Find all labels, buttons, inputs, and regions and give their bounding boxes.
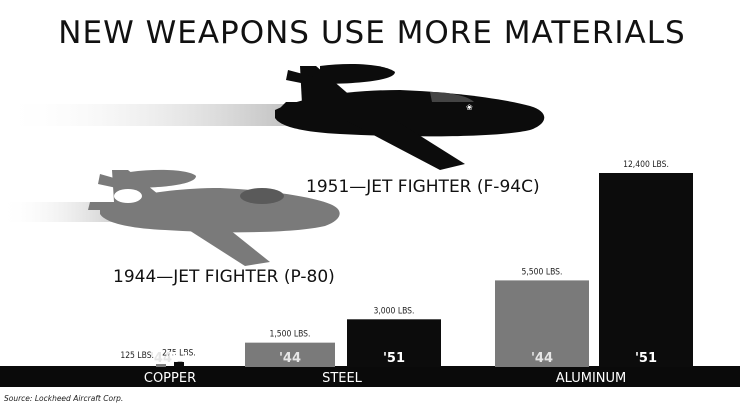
series-label-1951: 1951—JET FIGHTER (F-94C) (306, 177, 540, 197)
bar-copper-51 (174, 361, 184, 367)
year-label-steel-51: '51 (383, 351, 405, 366)
chart-title: NEW WEAPONS USE MORE MATERIALS (58, 15, 685, 51)
value-label-copper-44: 125 LBS. (120, 351, 154, 361)
year-label-aluminum-51: '51 (635, 351, 657, 366)
source-note: Source: Lockheed Aircraft Corp. (4, 394, 123, 403)
bar-aluminum-51 (599, 173, 693, 367)
year-label-steel-44: '44 (279, 351, 301, 366)
f94c-jet-icon: ❀ (0, 64, 545, 170)
value-label-copper-51: 275 LBS. (162, 349, 196, 359)
bar-steel-51 (347, 319, 441, 367)
p80-jet-icon (0, 169, 340, 266)
year-label-aluminum-44: '44 (531, 351, 553, 366)
bar-aluminum-44 (495, 280, 589, 367)
category-label-copper: COPPER (144, 371, 196, 386)
value-label-aluminum-51: 12,400 LBS. (623, 160, 669, 170)
category-label-steel: STEEL (322, 371, 363, 386)
value-label-steel-44: 1,500 LBS. (270, 330, 311, 340)
value-label-aluminum-44: 5,500 LBS. (522, 267, 563, 277)
category-label-aluminum: ALUMINUM (556, 371, 627, 386)
year-label-copper-51: '51 (168, 351, 190, 366)
category-baseline-band (0, 366, 740, 387)
svg-text:❀: ❀ (466, 103, 473, 112)
bar-copper-44 (156, 364, 166, 367)
year-label-copper-44: '44 (150, 351, 172, 366)
bar-steel-44 (245, 342, 335, 367)
series-label-1944: 1944—JET FIGHTER (P-80) (113, 267, 335, 287)
value-label-steel-51: 3,000 LBS. (374, 306, 415, 316)
